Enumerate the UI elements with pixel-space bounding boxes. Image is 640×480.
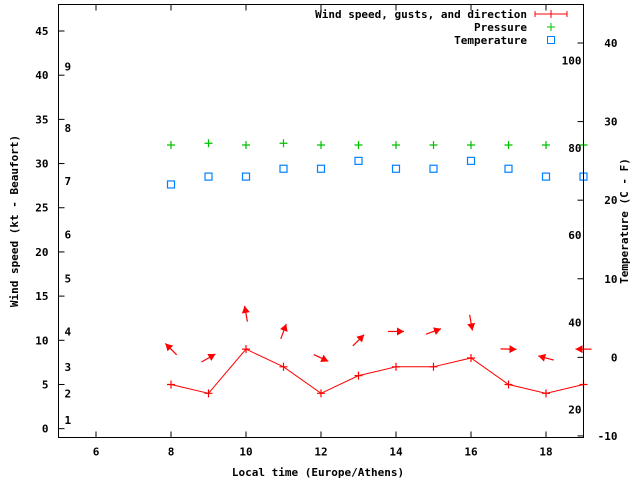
y2-tick-label: 30	[604, 116, 617, 129]
wind-speed-point	[392, 362, 400, 371]
y-tick-label: 40	[35, 69, 48, 82]
legend-wind-marker	[534, 10, 568, 18]
temperature-point	[354, 156, 363, 165]
wind-arrow-head	[280, 323, 288, 332]
y2-tick-label: -10	[598, 430, 618, 443]
wind-speed-point	[429, 362, 438, 371]
wind-arrow-head	[207, 353, 216, 361]
x-tick-label: 6	[93, 446, 100, 459]
wind-arrow-head	[433, 327, 442, 335]
wind-speed-point	[242, 345, 250, 354]
beaufort-label: 9	[65, 60, 72, 73]
y-tick-label: 35	[35, 113, 48, 126]
temperature-point	[316, 164, 326, 173]
x-tick-label: 16	[464, 446, 478, 459]
wind-speed-point	[317, 389, 325, 398]
plot-frame	[58, 4, 584, 438]
beaufort-label: 5	[65, 272, 72, 285]
wind-speed-point	[204, 389, 213, 398]
temperature-point	[541, 172, 551, 181]
legend-label: Wind speed, gusts, and direction	[315, 8, 527, 21]
pressure-point	[429, 141, 438, 150]
pressure-point	[242, 141, 250, 150]
x-tick-label: 12	[314, 446, 327, 459]
y2-tick-label: 10	[604, 273, 617, 286]
beaufort-label: 1	[65, 414, 72, 427]
beaufort-label: 2	[65, 387, 72, 400]
y-tick-label: 45	[35, 25, 48, 38]
wind-arrow-head	[241, 305, 250, 314]
wind-speed-point	[167, 380, 175, 389]
y-tick-label: 15	[35, 290, 48, 303]
fahrenheit-label: 20	[568, 404, 581, 417]
pressure-point	[542, 141, 550, 150]
wind-speed-point	[279, 362, 288, 371]
y-tick-label: 5	[42, 378, 49, 391]
x-tick-label: 10	[239, 446, 252, 459]
wind-arrow-head	[538, 353, 547, 362]
y2-axis-label: Temperature (C - F)	[618, 158, 631, 284]
legend-label: Pressure	[474, 21, 527, 34]
y-tick-label: 25	[35, 202, 48, 215]
x-tick-label: 14	[389, 446, 403, 459]
pressure-point	[504, 141, 513, 150]
pressure-point	[167, 141, 175, 150]
y-tick-label: 30	[35, 158, 48, 171]
y-axis-label: Wind speed (kt - Beaufort)	[8, 135, 21, 307]
beaufort-label: 6	[65, 228, 72, 241]
legend: Wind speed, gusts, and directionPressure…	[315, 8, 568, 47]
wind-speed-point	[504, 380, 513, 389]
y-tick-label: 10	[35, 334, 48, 347]
legend-pressure-marker	[547, 23, 555, 31]
temperature-point	[391, 164, 401, 173]
temperature-point	[279, 164, 288, 173]
beaufort-label: 4	[65, 325, 72, 338]
x-tick-label: 8	[168, 446, 175, 459]
pressure-point	[204, 139, 213, 148]
wind-arrow-head	[397, 327, 404, 336]
x-axis-label: Local time (Europe/Athens)	[232, 466, 404, 479]
temperature-point	[504, 164, 513, 173]
pressure-point	[317, 141, 325, 150]
beaufort-label: 7	[65, 175, 72, 188]
beaufort-label: 3	[65, 361, 72, 374]
wind-speed-point	[542, 389, 550, 398]
fahrenheit-label: 40	[568, 316, 581, 329]
pressure-point	[279, 139, 288, 148]
temperature-point	[466, 156, 476, 165]
fahrenheit-label: 60	[568, 229, 581, 242]
temperature-point	[166, 180, 176, 189]
legend-temperature-marker	[547, 36, 555, 44]
x-tick-label: 18	[539, 446, 552, 459]
wind-arrow-head	[320, 354, 329, 363]
y2-tick-label: 0	[611, 351, 618, 364]
pressure-point	[467, 141, 475, 150]
y-tick-label: 0	[42, 423, 49, 436]
wind-arrow-head	[575, 345, 583, 354]
pressure-point	[354, 141, 363, 150]
wind-arrow-head	[509, 345, 517, 354]
wind-arrow-head	[356, 334, 365, 343]
wind-speed-point	[467, 353, 475, 362]
wind-speed-point	[354, 371, 363, 380]
y-tick-label: 20	[35, 246, 48, 259]
temperature-point	[241, 172, 251, 181]
fahrenheit-label: 100	[562, 54, 582, 67]
temperature-point	[429, 164, 438, 173]
y2-tick-label: 20	[604, 194, 617, 207]
temperature-point	[204, 172, 213, 181]
wind-arrow-head	[467, 322, 476, 331]
fahrenheit-label: 80	[568, 142, 581, 155]
legend-label: Temperature	[454, 34, 527, 47]
wind-speed-line	[170, 348, 584, 394]
beaufort-label: 8	[65, 122, 72, 135]
y2-tick-label: 40	[604, 37, 617, 50]
wind-arrow-head	[165, 343, 174, 352]
pressure-point	[392, 141, 400, 150]
